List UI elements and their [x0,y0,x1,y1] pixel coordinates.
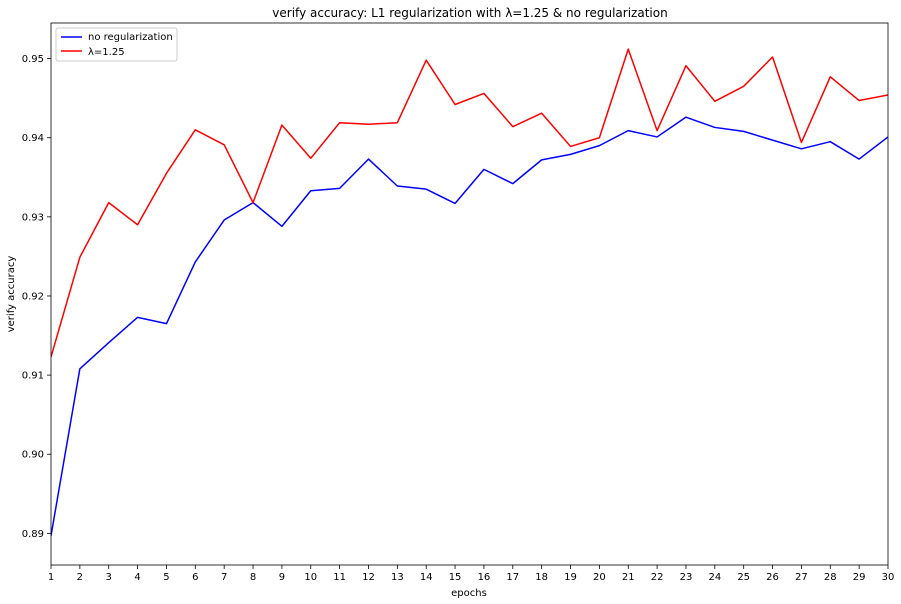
x-tick-label: 11 [333,572,346,583]
x-tick-label: 9 [279,572,285,583]
x-tick-label: 6 [192,572,198,583]
y-axis: 0.89 0.90 0.91 0.92 0.93 0.94 0.95 [22,54,51,540]
y-tick-label: 0.90 [22,450,44,461]
series-line-0 [51,116,888,536]
y-tick-label: 0.89 [22,529,44,540]
x-tick-label: 30 [882,572,895,583]
y-tick-label: 0.93 [22,212,44,223]
plot-frame [50,22,889,566]
x-tick-label: 10 [304,572,317,583]
x-tick-label: 12 [362,572,375,583]
x-axis: 1 2 3 4 5 6 7 8 9 10 11 12 13 14 15 16 17 18 19 20 21 22 23 24 2… [48,565,895,583]
series-line-1 [51,48,888,358]
x-tick-label: 20 [593,572,606,583]
y-tick-label: 0.92 [22,291,44,302]
plot-area [51,48,888,536]
x-tick-label: 8 [250,572,256,583]
x-tick-label: 23 [680,572,693,583]
x-tick-label: 13 [391,572,404,583]
x-tick-label: 14 [420,572,433,583]
legend-label-no-regularization: no regularization [88,32,173,43]
x-tick-label: 29 [853,572,866,583]
y-axis-label: verify accuracy [6,256,17,333]
x-tick-label: 4 [134,572,140,583]
x-tick-label: 7 [221,572,227,583]
y-tick-label: 0.95 [22,54,44,65]
x-tick-label: 27 [795,572,808,583]
x-tick-label: 3 [106,572,112,583]
x-tick-label: 18 [535,572,548,583]
x-tick-label: 16 [478,572,491,583]
y-tick-label: 0.94 [22,133,44,144]
x-tick-label: 28 [824,572,837,583]
x-tick-label: 26 [766,572,779,583]
x-tick-label: 25 [737,572,750,583]
x-tick-label: 17 [506,572,519,583]
x-tick-label: 15 [449,572,462,583]
y-tick-label: 0.91 [22,371,44,382]
legend: no regularization λ=1.25 [55,27,178,62]
chart-title: verify accuracy: L1 regularization with … [272,6,667,20]
x-tick-label: 2 [77,572,83,583]
x-tick-label: 21 [622,572,635,583]
x-tick-label: 5 [163,572,169,583]
x-axis-label: epochs [451,588,487,599]
x-tick-label: 1 [48,572,54,583]
x-tick-label: 24 [708,572,721,583]
legend-box [55,27,178,62]
x-tick-label: 22 [651,572,664,583]
legend-label-lambda: λ=1.25 [88,47,125,58]
x-tick-label: 19 [564,572,577,583]
